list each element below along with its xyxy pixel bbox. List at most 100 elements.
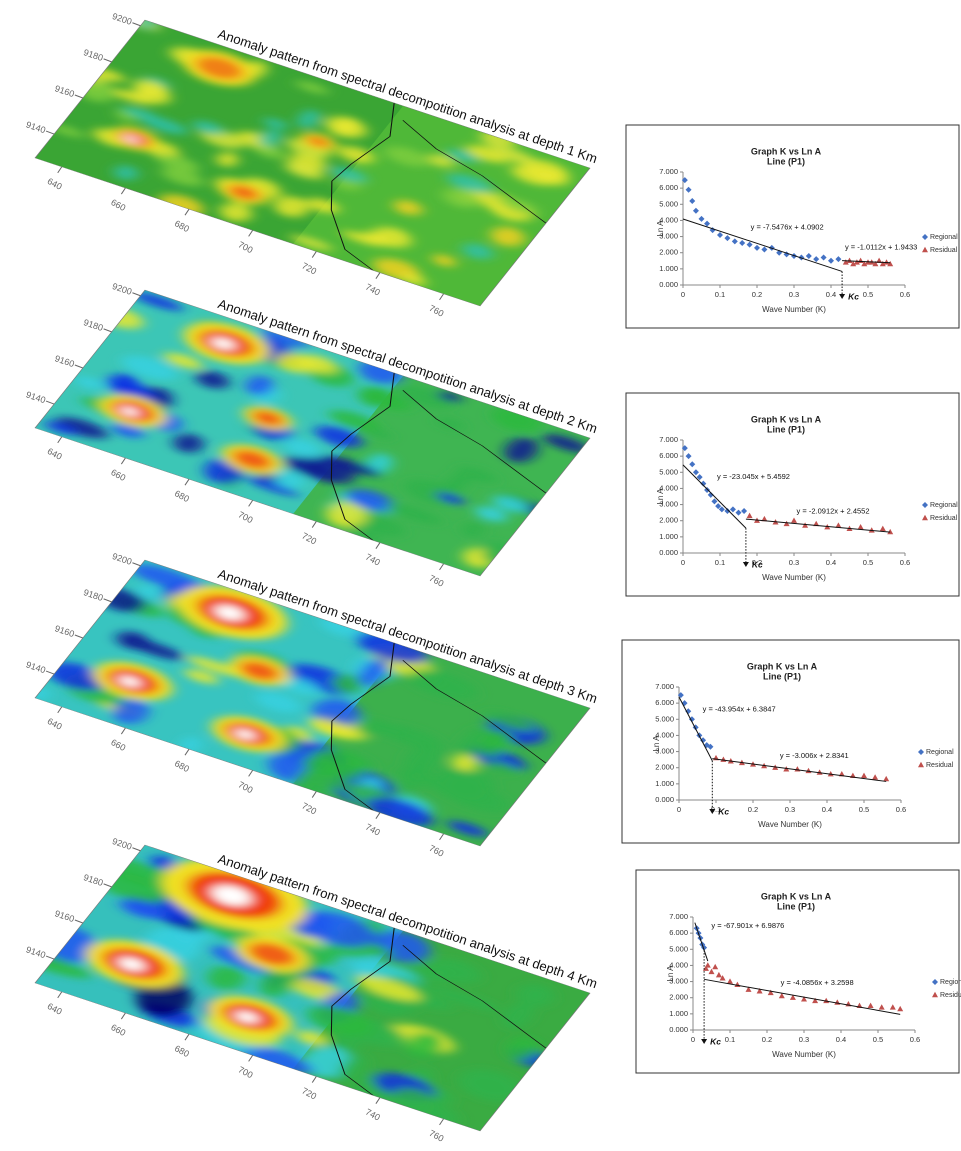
y-tick-label: 4.000 — [655, 730, 674, 739]
chart-subtitle: Line (P1) — [767, 424, 805, 434]
trendline-equation: y = -2.0912x + 2.4552 — [797, 507, 870, 516]
y-tick-label: 6.000 — [659, 451, 678, 460]
map-tick — [312, 252, 316, 258]
x-tick-label: 0.4 — [826, 290, 836, 299]
map-x-label: 640 — [46, 446, 64, 462]
chart-subtitle: Line (P1) — [767, 156, 805, 166]
y-tick-label: 2.000 — [659, 248, 678, 257]
trendline-equation: y = -1.0112x + 1.9433 — [845, 243, 917, 252]
map-tick — [249, 230, 253, 236]
x-tick-label: 0.6 — [896, 805, 906, 814]
map-x-label: 640 — [46, 1001, 64, 1017]
map-x-label: 760 — [427, 303, 445, 319]
x-axis-label: Wave Number (K) — [772, 1050, 836, 1059]
x-tick-label: 0.1 — [715, 558, 725, 567]
y-tick-label: 0.000 — [655, 795, 674, 804]
chart: Graph K vs Ln ALine (P1)Wave Number (K)L… — [626, 393, 959, 596]
map-tick — [75, 635, 83, 638]
chart-subtitle: Line (P1) — [763, 671, 801, 681]
map-x-label: 720 — [300, 531, 318, 547]
map-x-label: 760 — [427, 843, 445, 859]
map-tick — [58, 167, 62, 173]
map-y-label: 9180 — [82, 872, 104, 888]
trendline-equation: y = -23.045x + 5.4592 — [717, 472, 790, 481]
map-tick — [440, 1119, 444, 1125]
kc-label: Kc — [848, 291, 859, 301]
legend-label: Residual — [940, 992, 961, 999]
map-tick — [249, 500, 253, 506]
map-x-label: 720 — [300, 801, 318, 817]
x-tick-label: 0.3 — [789, 290, 799, 299]
map-x-label: 640 — [46, 176, 64, 192]
map-tick — [132, 293, 140, 296]
figure: Anomaly pattern from spectral decompotit… — [0, 0, 961, 1146]
x-tick-label: 0.5 — [863, 558, 873, 567]
y-tick-label: 6.000 — [659, 183, 678, 192]
map-x-label: 740 — [364, 282, 382, 298]
map-y-label: 9200 — [111, 551, 133, 567]
x-tick-label: 0.6 — [900, 290, 910, 299]
map-tick — [104, 59, 112, 62]
x-tick-label: 0 — [681, 558, 685, 567]
y-tick-label: 2.000 — [659, 516, 678, 525]
map-tick — [121, 458, 125, 464]
y-tick-label: 1.000 — [659, 532, 678, 541]
legend-label: Regional — [940, 979, 961, 986]
x-axis-label: Wave Number (K) — [762, 305, 826, 314]
map-x-label: 680 — [173, 488, 191, 504]
x-tick-label: 0.2 — [748, 805, 758, 814]
y-tick-label: 7.000 — [669, 912, 688, 921]
page: Anomaly pattern from spectral decompotit… — [0, 0, 961, 1146]
y-tick-label: 2.000 — [655, 763, 674, 772]
map-y-label: 9200 — [111, 281, 133, 297]
map-x-label: 640 — [46, 716, 64, 732]
map-x-label: 720 — [300, 1086, 318, 1102]
map-tick — [46, 131, 54, 134]
map-tick — [46, 956, 54, 959]
legend-label: Regional — [930, 234, 958, 241]
map-x-label: 660 — [109, 1022, 127, 1038]
y-tick-label: 5.000 — [659, 199, 678, 208]
x-tick-label: 0.3 — [799, 1035, 809, 1044]
map-x-label: 720 — [300, 261, 318, 277]
x-tick-label: 0.2 — [762, 1035, 772, 1044]
map-tick — [376, 1098, 380, 1104]
map-tick — [75, 920, 83, 923]
map-tick — [312, 792, 316, 798]
map-tick — [58, 992, 62, 998]
x-tick-label: 0.3 — [785, 805, 795, 814]
y-tick-label: 5.000 — [655, 714, 674, 723]
y-tick-label: 6.000 — [669, 928, 688, 937]
map-y-label: 9140 — [25, 944, 47, 960]
map-tick — [46, 401, 54, 404]
map-x-label: 680 — [173, 1043, 191, 1059]
trendline-equation: y = -7.5476x + 4.0902 — [751, 222, 824, 231]
y-tick-label: 3.000 — [659, 232, 678, 241]
map-tick — [58, 707, 62, 713]
legend-label: Regional — [926, 749, 954, 756]
chart-subtitle: Line (P1) — [777, 901, 815, 911]
map-x-label: 700 — [237, 1064, 255, 1080]
map-y-label: 9140 — [25, 389, 47, 405]
map-tick — [75, 365, 83, 368]
y-tick-label: 4.000 — [669, 960, 688, 969]
map-x-label: 680 — [173, 218, 191, 234]
map-y-label: 9180 — [82, 587, 104, 603]
y-tick-label: 7.000 — [655, 682, 674, 691]
y-tick-label: 3.000 — [669, 977, 688, 986]
map-x-label: 660 — [109, 467, 127, 483]
x-tick-label: 0 — [691, 1035, 695, 1044]
map-y-label: 9140 — [25, 659, 47, 675]
x-axis-label: Wave Number (K) — [762, 573, 826, 582]
map-tick — [440, 564, 444, 570]
y-tick-label: 1.000 — [669, 1009, 688, 1018]
map-tick — [312, 1077, 316, 1083]
kc-label: Kc — [710, 1036, 721, 1046]
x-tick-label: 0 — [681, 290, 685, 299]
map-y-label: 9160 — [53, 908, 75, 924]
map-tick — [75, 95, 83, 98]
x-tick-label: 0.1 — [725, 1035, 735, 1044]
y-tick-label: 4.000 — [659, 483, 678, 492]
x-tick-label: 0.1 — [715, 290, 725, 299]
